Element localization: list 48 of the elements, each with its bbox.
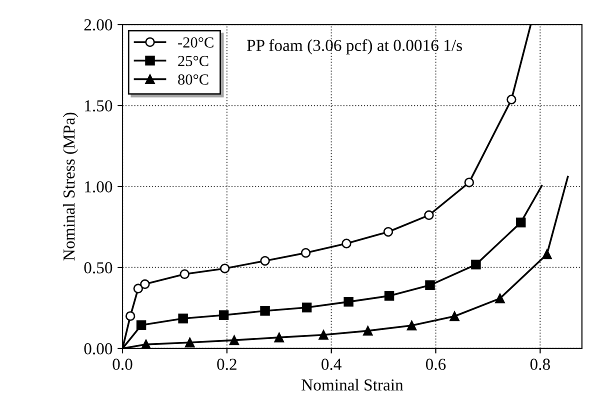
x-tick-label: 0.2 — [217, 358, 236, 370]
point — [318, 330, 328, 340]
point — [260, 256, 270, 266]
y-tick-label: 0.00 — [84, 343, 112, 354]
annotation: PP foam (3.06 pcf) at 0.0016 1/s — [247, 39, 462, 54]
x-tick-label: 0.4 — [322, 358, 342, 370]
point — [506, 94, 516, 104]
point — [260, 306, 270, 316]
legend-label: -20°C — [178, 37, 214, 48]
y-tick-label: 1.00 — [85, 181, 112, 193]
point — [384, 290, 394, 301]
point — [363, 326, 373, 336]
point — [300, 248, 311, 258]
point — [406, 320, 417, 330]
legend-label: 25°C — [178, 56, 208, 66]
y-tick-label: 1.50 — [85, 100, 112, 112]
x-tick-label: 0.0 — [112, 358, 132, 370]
point — [425, 280, 435, 290]
point — [218, 310, 229, 320]
point — [342, 238, 352, 248]
point — [516, 218, 526, 228]
point — [450, 311, 460, 322]
y-tick-label: 2.00 — [84, 19, 112, 31]
point — [274, 332, 284, 342]
point — [229, 335, 240, 346]
point — [302, 302, 312, 312]
point — [184, 338, 195, 348]
x-tick-label: 0.6 — [426, 358, 446, 370]
point — [383, 226, 394, 237]
point — [344, 296, 354, 307]
legend-label: 80°C — [178, 74, 208, 85]
y-tick-label: 0.50 — [84, 262, 112, 274]
point — [542, 249, 552, 260]
point — [125, 311, 136, 321]
point — [180, 269, 190, 279]
point — [136, 320, 146, 330]
x-tick-label: 0.8 — [530, 358, 550, 370]
y-axis-title: Nominal Stress (MPa) — [62, 112, 78, 261]
point — [495, 294, 505, 304]
point — [464, 178, 474, 188]
point — [178, 314, 188, 324]
x-axis-title: Nominal Strain — [302, 378, 404, 391]
point — [141, 340, 151, 348]
point — [471, 260, 481, 270]
point — [220, 264, 230, 274]
point — [133, 284, 144, 294]
point — [140, 279, 150, 290]
point — [424, 210, 434, 220]
